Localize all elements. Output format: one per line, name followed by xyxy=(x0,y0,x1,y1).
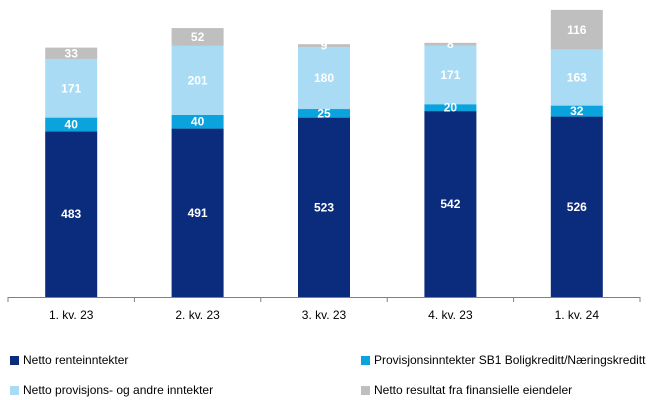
data-label-provisjon_sb1-2: 40 xyxy=(191,115,205,129)
bar-segment-provisjon_sb1-3 xyxy=(298,109,350,118)
x-tick-label-2: 2. kv. 23 xyxy=(175,308,220,322)
bar-segment-provisjon_sb1-1 xyxy=(45,117,98,132)
data-labels-layer: 483 40 171 33 491 40 201 52 523 25 180 9 542 20 171 8 52… xyxy=(61,23,587,221)
data-label-netto_renteinntekter-2: 491 xyxy=(188,206,208,220)
data-label-finansielle-1: 33 xyxy=(65,46,79,60)
bar-segment-netto_provisjon_andre-4 xyxy=(424,45,477,105)
data-label-provisjon_sb1-5: 32 xyxy=(570,104,584,118)
bar-segment-netto_provisjon_andre-1 xyxy=(45,58,98,118)
bar-segment-provisjon_sb1-2 xyxy=(171,114,224,129)
bar-segment-netto_provisjon_andre-5 xyxy=(550,49,603,106)
bar-segment-netto_renteinntekter-2 xyxy=(171,128,224,297)
data-label-netto_provisjon_andre-4: 171 xyxy=(440,68,460,82)
data-label-netto_provisjon_andre-5: 163 xyxy=(567,71,587,85)
data-label-netto_renteinntekter-1: 483 xyxy=(61,207,81,221)
bar-segment-netto_provisjon_andre-3 xyxy=(298,47,350,110)
data-label-finansielle-3: 9 xyxy=(321,39,328,53)
data-label-provisjon_sb1-4: 20 xyxy=(444,101,458,115)
data-label-provisjon_sb1-1: 40 xyxy=(65,117,79,131)
x-tick-label-4: 4. kv. 23 xyxy=(428,308,473,322)
bar-segment-provisjon_sb1-5 xyxy=(550,105,603,117)
bar-segment-finansielle-1 xyxy=(45,47,98,59)
bars-layer xyxy=(45,9,603,297)
data-label-netto_renteinntekter-4: 542 xyxy=(440,197,460,211)
bar-segment-netto_provisjon_andre-2 xyxy=(171,45,224,115)
bar-segment-finansielle-5 xyxy=(550,9,603,50)
x-tick-label-5: 1. kv. 24 xyxy=(555,308,600,322)
data-label-finansielle-4: 8 xyxy=(447,37,454,51)
x-tick-label-1: 1. kv. 23 xyxy=(49,308,94,322)
bar-segment-netto_renteinntekter-1 xyxy=(45,131,98,297)
x-axis: 1. kv. 23 2. kv. 23 3. kv. 23 4. kv. 23 1. k… xyxy=(7,297,641,322)
data-label-finansielle-5: 116 xyxy=(567,23,587,37)
bar-segment-netto_renteinntekter-4 xyxy=(424,111,477,297)
bar-segment-finansielle-4 xyxy=(424,42,477,46)
data-label-netto_provisjon_andre-3: 180 xyxy=(314,71,334,85)
data-label-finansielle-2: 52 xyxy=(191,30,205,44)
bar-segment-finansielle-3 xyxy=(298,44,350,48)
data-label-netto_renteinntekter-3: 523 xyxy=(314,200,334,214)
data-label-netto_provisjon_andre-2: 201 xyxy=(188,73,208,87)
data-label-provisjon_sb1-3: 25 xyxy=(317,106,331,120)
bar-segment-finansielle-2 xyxy=(171,28,224,46)
bar-segment-netto_renteinntekter-3 xyxy=(298,117,350,297)
x-tick-label-3: 3. kv. 23 xyxy=(302,308,347,322)
bar-segment-provisjon_sb1-4 xyxy=(424,104,477,112)
data-label-netto_provisjon_andre-1: 171 xyxy=(61,81,81,95)
bar-segment-netto_renteinntekter-5 xyxy=(550,116,603,297)
data-label-netto_renteinntekter-5: 526 xyxy=(567,200,587,214)
